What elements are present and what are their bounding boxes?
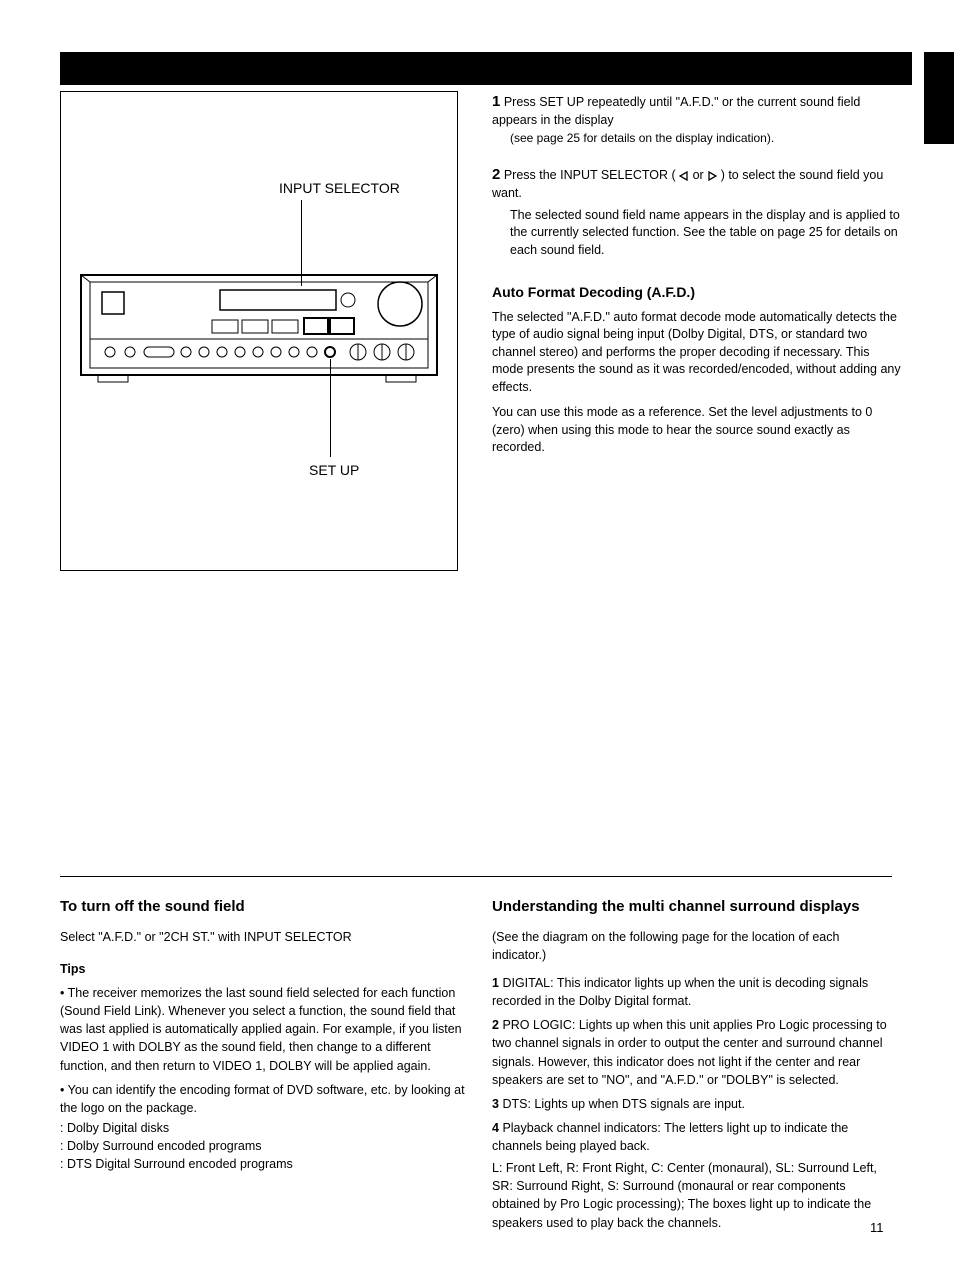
turnoff-body: Select "A.F.D." or "2CH ST." with INPUT … [60,928,470,946]
tips-label: Tips [60,960,470,978]
step-1: 1 Press SET UP repeatedly until "A.F.D."… [492,91,902,146]
bottom-left-column: To turn off the sound field Select "A.F.… [60,896,470,1173]
tip-bullet-2: • You can identify the encoding format o… [60,1081,470,1117]
bottom-right-column: Understanding the multi channel surround… [492,896,892,1232]
autoformat-title: Auto Format Decoding (A.F.D.) [492,283,902,303]
step-1-number: 1 [492,93,500,110]
indicator-4a: L: Front Left, R: Front Right, C: Center… [492,1159,892,1232]
indicator-1: 1 DIGITAL: This indicator lights up when… [492,974,892,1010]
indicator-1-num: 1 [492,976,499,990]
autoformat-body2: You can use this mode as a reference. Se… [492,404,902,457]
receiver-illustration [80,274,438,394]
header-bar [60,52,912,85]
autoformat-body: The selected "A.F.D." auto format decode… [492,309,902,397]
indicator-2-num: 2 [492,1018,499,1032]
label-setup: SET UP [309,462,359,478]
indicator-2: 2 PRO LOGIC: Lights up when this unit ap… [492,1016,892,1089]
side-tab [924,52,954,144]
page-number: 11 [870,1220,884,1235]
indicator-4: 4 Playback channel indicators: The lette… [492,1119,892,1155]
triangle-left-icon [679,171,689,181]
step-1-note: (see page 25 for details on the display … [510,130,902,147]
tip-bullet-2c: : DTS Digital Surround encoded programs [60,1155,470,1173]
step-2-text-b: or [693,168,708,182]
autoformat-section: Auto Format Decoding (A.F.D.) The select… [492,283,902,457]
indicator-3: 3 DTS: Lights up when DTS signals are in… [492,1095,892,1113]
tip-bullet-2a: : Dolby Digital disks [60,1119,470,1137]
step-2-text-a: Press the INPUT SELECTOR ( [504,168,676,182]
indicator-4-num: 4 [492,1121,499,1135]
indicator-1-text: DIGITAL: This indicator lights up when t… [492,976,868,1008]
turnoff-heading: To turn off the sound field [60,896,470,918]
step-2-number: 2 [492,166,500,183]
step-2: 2 Press the INPUT SELECTOR ( or ) to sel… [492,164,902,259]
displays-note: (See the diagram on the following page f… [492,928,892,964]
indicator-2-text: PRO LOGIC: Lights up when this unit appl… [492,1018,887,1086]
instructions-column: 1 Press SET UP repeatedly until "A.F.D."… [492,91,902,457]
diagram-container: INPUT SELECTOR [60,91,458,571]
step-2-note: The selected sound field name appears in… [510,207,902,260]
indicator-3-num: 3 [492,1097,499,1111]
step-1-text: Press SET UP repeatedly until "A.F.D." o… [492,95,860,127]
displays-heading: Understanding the multi channel surround… [492,896,892,918]
label-input-selector: INPUT SELECTOR [279,180,400,196]
indicator-4-text: Playback channel indicators: The letters… [492,1121,848,1153]
tip-bullet-2b: : Dolby Surround encoded programs [60,1137,470,1155]
indicator-3-text: DTS: Lights up when DTS signals are inpu… [502,1097,744,1111]
pointer-bottom [330,359,331,457]
triangle-right-icon [707,171,717,181]
section-divider [60,876,892,877]
tip-bullet-1: • The receiver memorizes the last sound … [60,984,470,1075]
